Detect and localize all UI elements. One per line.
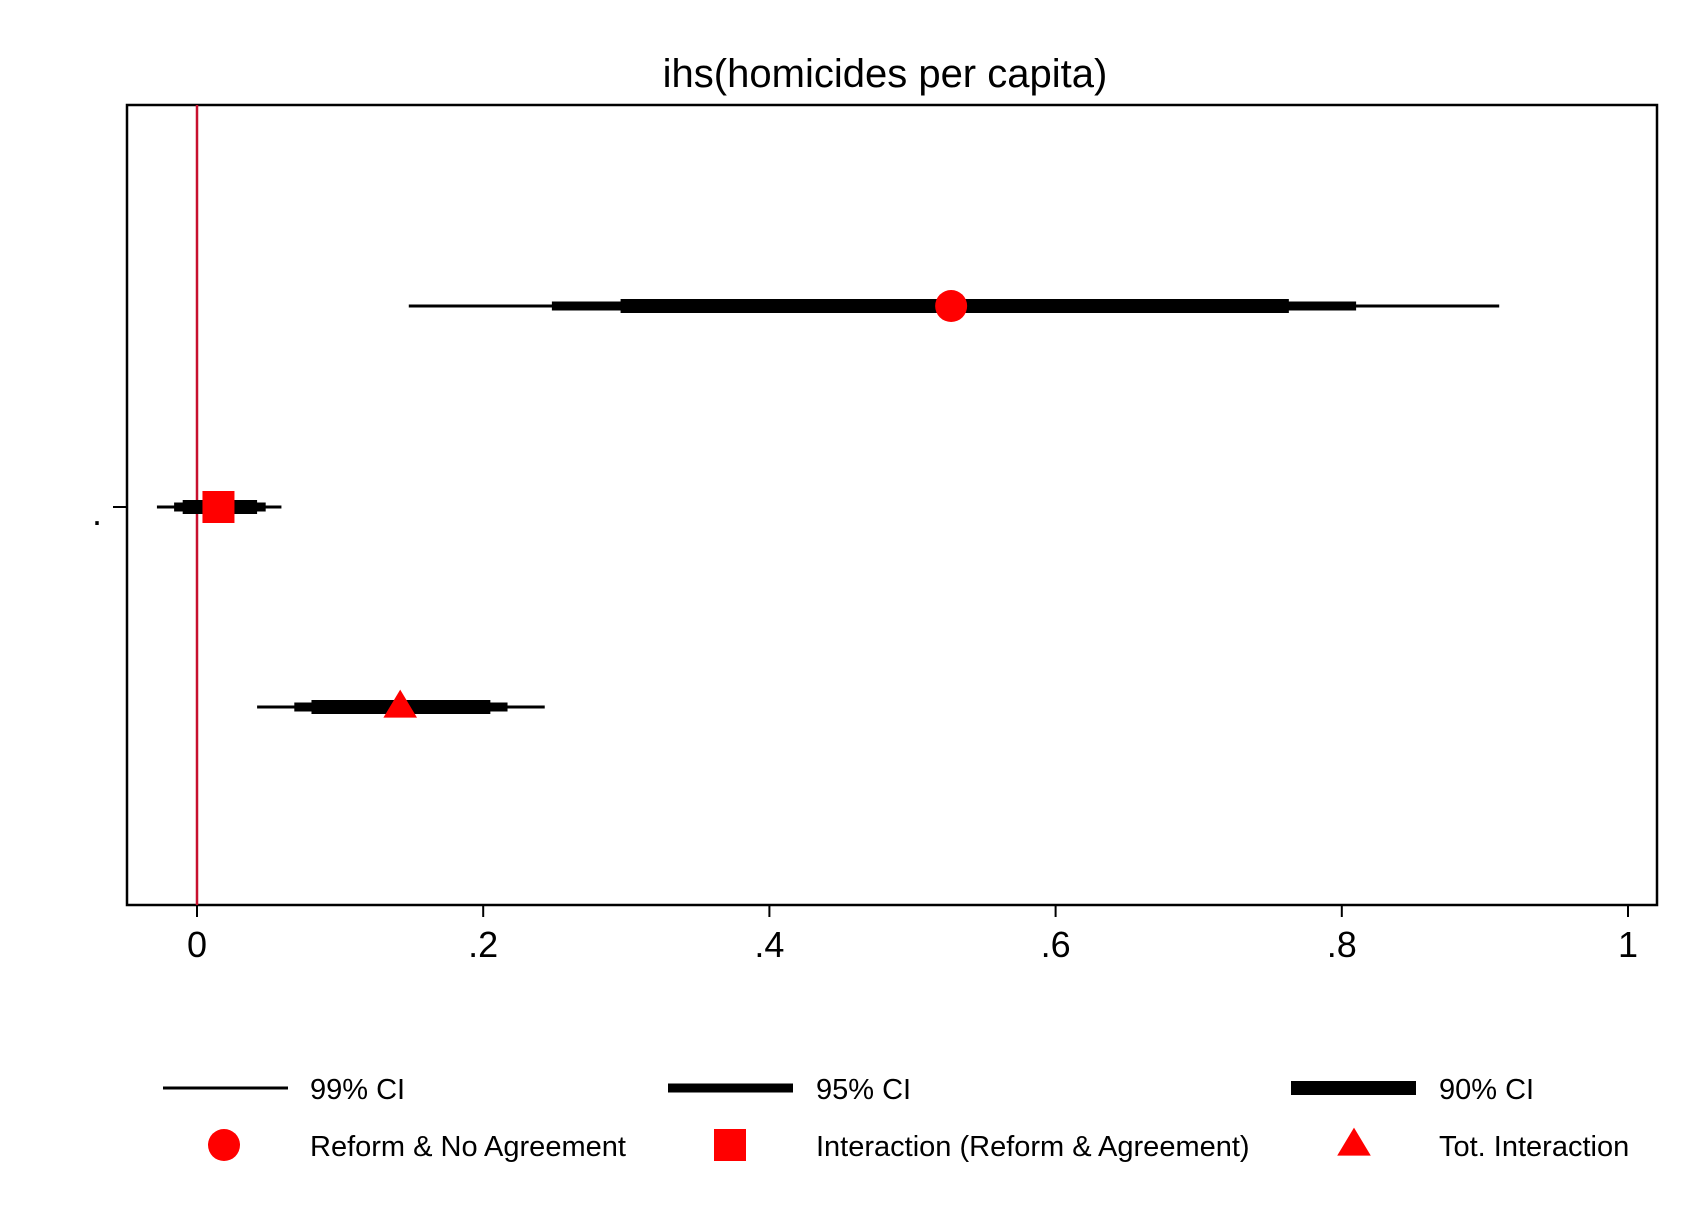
- triangle-legend-key: [1337, 1127, 1371, 1156]
- y-axis: .: [92, 492, 127, 533]
- y-tick-label: .: [92, 492, 102, 533]
- plot-frame: [125, 103, 1659, 907]
- x-tick-label: 1: [1618, 924, 1638, 965]
- legend-label-ci99: 99% CI: [310, 1074, 405, 1106]
- estimate-marker-square: [202, 491, 235, 523]
- x-tick-label: .4: [754, 924, 784, 965]
- estimate-marker-circle: [935, 290, 968, 322]
- x-tick-label: .8: [1327, 924, 1357, 965]
- x-axis: 0 .2 .4 .6 .8 1: [187, 905, 1638, 965]
- point-estimates: [202, 290, 968, 718]
- x-tick-label: 0: [187, 924, 207, 965]
- square-legend-key: [714, 1129, 746, 1161]
- legend-label-triangle: Tot. Interaction: [1439, 1131, 1629, 1163]
- x-tick-label: .2: [468, 924, 498, 965]
- legend-label-circle: Reform & No Agreement: [310, 1131, 626, 1163]
- legend-label-ci95: 95% CI: [816, 1074, 911, 1106]
- legend-label-square: Interaction (Reform & Agreement): [816, 1131, 1250, 1163]
- legend: 99% CI 95% CI 90% CI Reform & No Agreement I…: [163, 1074, 1629, 1163]
- estimate-marker-triangle: [383, 689, 418, 718]
- legend-label-ci90: 90% CI: [1439, 1074, 1534, 1106]
- chart-title: ihs(homicides per capita): [663, 52, 1108, 96]
- circle-legend-key: [208, 1129, 240, 1161]
- confidence-intervals: [156, 299, 1500, 714]
- x-tick-label: .6: [1041, 924, 1071, 965]
